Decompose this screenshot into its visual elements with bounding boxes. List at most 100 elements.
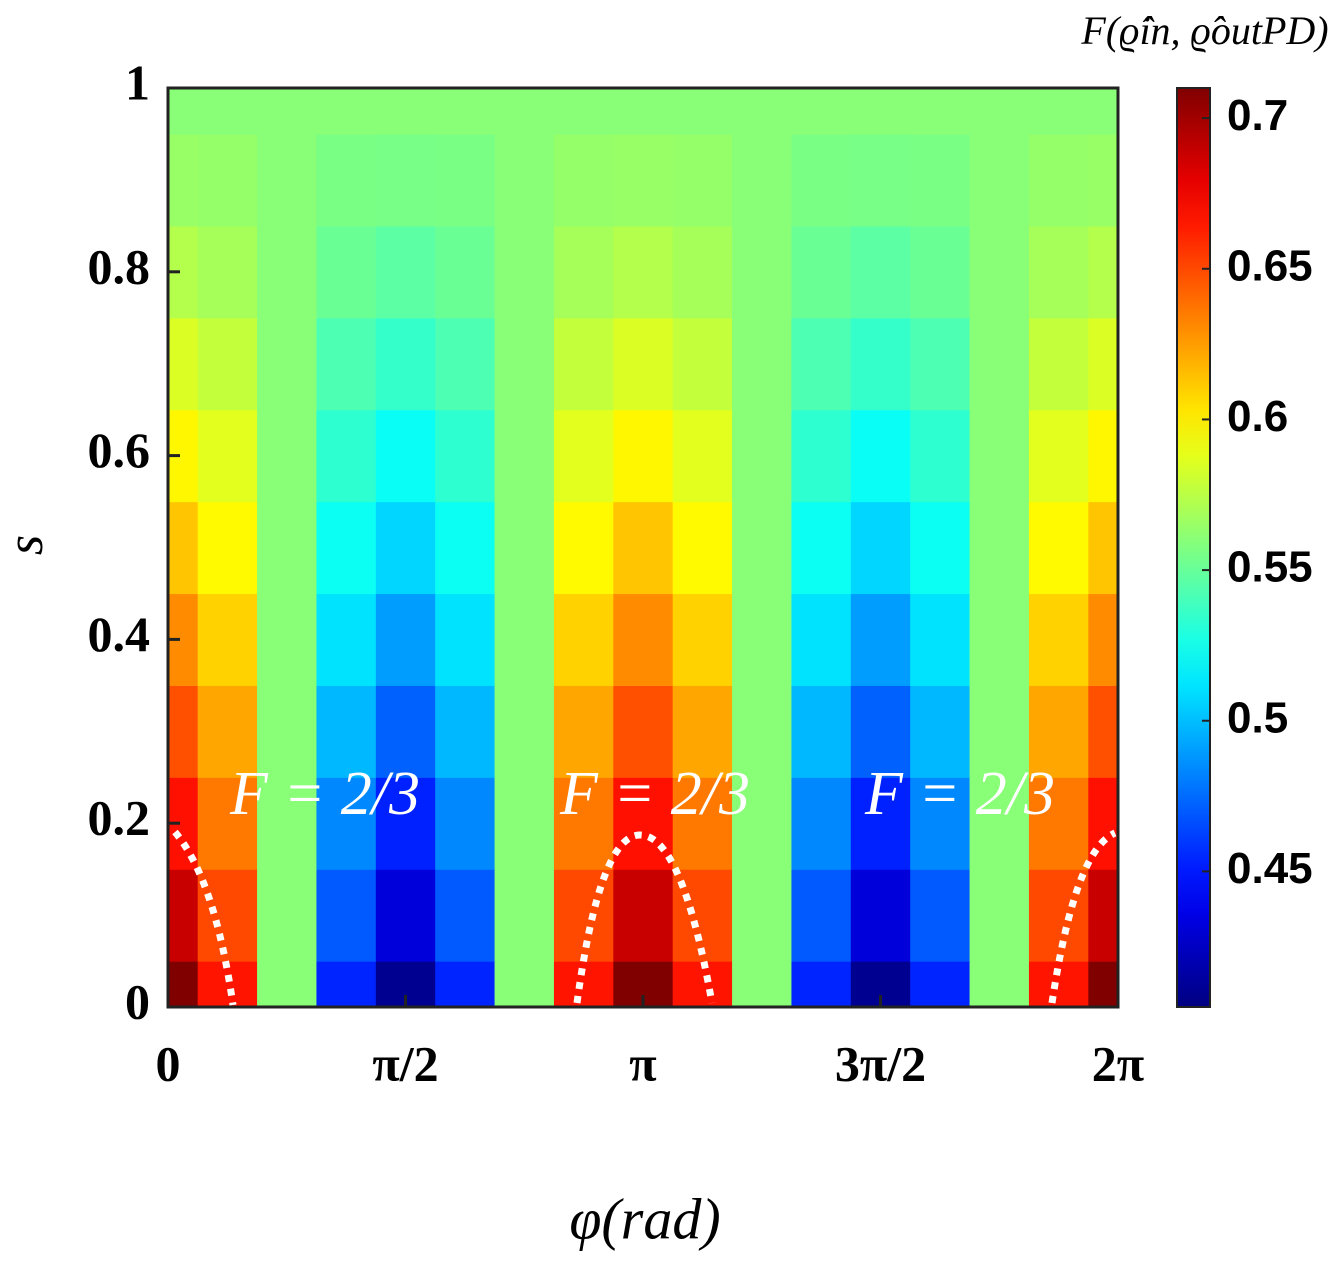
contour-cell (732, 777, 793, 870)
contour-cell (672, 593, 733, 686)
contour-cell (791, 777, 852, 870)
colorbar (1176, 87, 1211, 1008)
contour-line (172, 829, 1117, 1006)
contour-cell (850, 685, 911, 778)
contour-cell (435, 501, 496, 595)
contour-cell (375, 501, 436, 595)
contour-cell (1088, 777, 1118, 870)
contour-cell (435, 593, 496, 686)
contour-cell (316, 133, 377, 227)
contour-cell (494, 777, 555, 870)
contour-cell (613, 593, 674, 686)
dotted-contour (573, 831, 716, 1004)
contour-cell (494, 133, 555, 227)
contour-cell (168, 961, 199, 1007)
contour-cell (316, 409, 377, 503)
contour-cell (969, 869, 1030, 962)
dotted-contour (1048, 829, 1117, 1004)
dotted-contour (172, 829, 237, 1006)
colorbar-label: F(ϱ̂in, ϱ̂outPD) (1080, 8, 1328, 53)
contour-cell (732, 961, 793, 1007)
x-tick-label: 3π/2 (835, 1035, 926, 1091)
contour-cell (316, 593, 377, 686)
contour-cell (553, 501, 614, 595)
contour-cell (672, 317, 733, 411)
contour-cell (494, 317, 555, 411)
contour-cell (197, 593, 258, 686)
contour-cell (494, 961, 555, 1007)
contour-cell (613, 685, 674, 778)
contour-cell (969, 685, 1030, 778)
contour-cell (1088, 961, 1118, 1007)
contour-cell (1088, 593, 1118, 686)
contour-cell (435, 777, 496, 870)
contour-cell (850, 317, 911, 411)
contour-cell (1088, 869, 1118, 962)
colorbar-tick-label: 0.7 (1227, 91, 1288, 140)
y-tick-label: 0.4 (88, 606, 151, 662)
contour-cell (910, 501, 971, 595)
contour-cell (375, 133, 436, 227)
x-tick-label: 0 (156, 1035, 181, 1091)
contour-cell (850, 88, 911, 135)
annotation: F = 2/3 (864, 760, 1055, 828)
contour-cell (197, 961, 258, 1007)
contour-cell (1028, 501, 1089, 595)
contour-cell (910, 88, 971, 135)
contour-cell (375, 317, 436, 411)
contour-cell (375, 225, 436, 319)
contour-cell (791, 409, 852, 503)
contour-cell (613, 88, 674, 135)
contour-cell (316, 501, 377, 595)
contour-cell (1028, 961, 1089, 1007)
contour-cell (553, 409, 614, 503)
contour-cell (1088, 225, 1118, 319)
contour-cell (732, 593, 793, 686)
colorbar-tick-label: 0.5 (1227, 693, 1288, 742)
contour-cell (494, 409, 555, 503)
contour-cell (732, 317, 793, 411)
contour-cell (168, 501, 199, 595)
colorbar-tick-label: 0.65 (1227, 241, 1313, 290)
contour-cell (969, 133, 1030, 227)
contour-cell (257, 409, 318, 503)
contour-cell (316, 961, 377, 1007)
contour-cell (197, 501, 258, 595)
contour-cell (553, 133, 614, 227)
contour-cell (1028, 593, 1089, 686)
contour-cell (910, 685, 971, 778)
contour-cell (732, 88, 793, 135)
contour-cell (910, 961, 971, 1007)
contour-cell (732, 133, 793, 227)
contour-cell (791, 225, 852, 319)
contour-cell (375, 409, 436, 503)
contour-cell (850, 593, 911, 686)
contour-cell (257, 133, 318, 227)
contour-cell (969, 409, 1030, 503)
contour-cell (494, 869, 555, 962)
contour-cell (850, 501, 911, 595)
contour-cell (910, 593, 971, 686)
x-tick-label: 2π (1092, 1035, 1144, 1091)
contour-cell (791, 593, 852, 686)
contour-cell (553, 777, 614, 870)
contour-cell (553, 225, 614, 319)
contour-cell (672, 501, 733, 595)
contour-cell (850, 869, 911, 962)
contour-cell (910, 133, 971, 227)
contour-cell (257, 501, 318, 595)
contour-cell (435, 961, 496, 1007)
contour-cell (375, 777, 436, 870)
contour-cell (316, 317, 377, 411)
contour-cell (435, 685, 496, 778)
contour-cell (375, 869, 436, 962)
contour-cell (613, 409, 674, 503)
contour-cell (732, 409, 793, 503)
contour-cell (375, 593, 436, 686)
annotation: F = 2/3 (559, 760, 750, 828)
contour-cell (257, 869, 318, 962)
contour-cell (375, 685, 436, 778)
y-axis-label: s (0, 535, 54, 555)
contour-cell (168, 133, 199, 227)
contour-cell (553, 961, 614, 1007)
